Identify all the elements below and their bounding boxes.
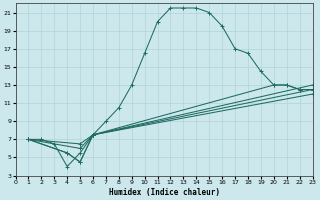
X-axis label: Humidex (Indice chaleur): Humidex (Indice chaleur) <box>108 188 220 197</box>
